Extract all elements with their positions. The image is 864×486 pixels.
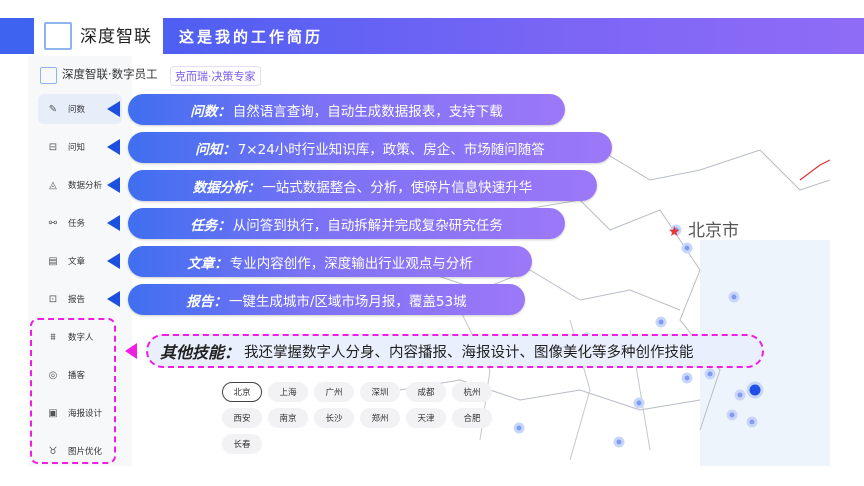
china-map: ★ xyxy=(400,150,830,466)
podcast-icon: ◎ xyxy=(48,369,58,381)
sidebar-item-3[interactable]: ⚯ 任务 xyxy=(38,208,122,238)
map-label-beijing: 北京市 xyxy=(688,221,739,241)
pointer-arrow-icon xyxy=(107,253,120,269)
sidebar-item-label: 播客 xyxy=(68,371,86,381)
magenta-arrow-icon xyxy=(125,343,137,359)
skill-desc: 自然语言查询，自动生成数据报表，支持下载 xyxy=(232,103,503,120)
logo-icon xyxy=(44,22,72,50)
city-chip[interactable]: 郑州 xyxy=(360,408,400,428)
sidebar-item-5[interactable]: ⊡ 报告 xyxy=(38,284,122,314)
pointer-arrow-icon xyxy=(107,177,120,193)
header-accent xyxy=(0,18,34,54)
sidebar-item-label: 图片优化 xyxy=(68,447,103,457)
other-skills-callout: 其他技能： 我还掌握数字人分身、内容播报、海报设计、图像美化等多种创作技能 xyxy=(146,334,764,368)
skill-desc: 一站式数据整合、分析，使碎片信息快速升华 xyxy=(262,179,533,196)
other-skills-title: 其他技能： xyxy=(160,343,241,362)
skill-desc: 7×24小时行业知识库，政策、房企、市场随问随答 xyxy=(237,141,545,158)
sidebar-item-label: 问数 xyxy=(68,105,86,115)
skill-callout: 文章： 专业内容创作，深度输出行业观点与分析 xyxy=(128,246,532,277)
document-icon: ▤ xyxy=(48,255,58,267)
skill-name: 文章： xyxy=(187,255,228,272)
skill-desc: 一键生成城市/区域市场月报，覆盖53城 xyxy=(228,293,467,310)
city-chip[interactable]: 天津 xyxy=(406,408,446,428)
skill-desc: 从问答到执行，自动拆解并完成复杂研究任务 xyxy=(232,217,503,234)
presentation-icon: ⊡ xyxy=(48,293,58,305)
city-chip[interactable]: 长春 xyxy=(222,434,262,454)
city-chip[interactable]: 杭州 xyxy=(452,382,492,402)
skill-name: 任务： xyxy=(190,217,231,234)
skill-desc: 专业内容创作，深度输出行业观点与分析 xyxy=(229,255,473,272)
sidebar-item-label: 数据分析 xyxy=(68,181,103,191)
analysis-icon: ◬ xyxy=(49,179,57,191)
city-chip[interactable]: 北京 xyxy=(222,382,262,402)
sidebar-item-4[interactable]: ▤ 文章 xyxy=(38,246,122,276)
city-chip[interactable]: 南京 xyxy=(268,408,308,428)
sidebar-item-2[interactable]: ◬ 数据分析 xyxy=(38,170,122,200)
skill-name: 数据分析： xyxy=(192,179,261,196)
sidebar-item-9[interactable]: ♉ 图片优化 xyxy=(38,436,122,466)
product-logo-icon xyxy=(40,67,57,84)
city-chip[interactable]: 合肥 xyxy=(452,408,492,428)
sidebar-item-7[interactable]: ◎ 播客 xyxy=(38,360,122,390)
pointer-arrow-icon xyxy=(107,291,120,307)
sidebar-item-label: 报告 xyxy=(68,295,86,305)
other-skills-desc: 我还掌握数字人分身、内容播报、海报设计、图像美化等多种创作技能 xyxy=(244,344,694,361)
city-chip[interactable]: 上海 xyxy=(268,382,308,402)
city-chip[interactable]: 成都 xyxy=(406,382,446,402)
city-chip[interactable]: 长沙 xyxy=(314,408,354,428)
image-enhance-icon: ♉ xyxy=(48,445,58,457)
sidebar-item-label: 海报设计 xyxy=(68,409,103,419)
sidebar-item-label: 数字人 xyxy=(68,333,94,343)
flow-icon: ⚯ xyxy=(48,217,58,229)
brand-name: 深度智联 xyxy=(80,27,152,47)
sidebar-item-label: 文章 xyxy=(68,257,86,267)
skill-name: 问数： xyxy=(190,103,231,120)
brand-logo-area xyxy=(34,18,163,54)
skill-callout: 问数： 自然语言查询，自动生成数据报表，支持下载 xyxy=(128,94,565,125)
skill-name: 报告： xyxy=(186,293,227,310)
skill-name: 问知： xyxy=(195,141,236,158)
skill-callout: 任务： 从问答到执行，自动拆解并完成复杂研究任务 xyxy=(128,208,565,239)
city-chip[interactable]: 深圳 xyxy=(360,382,400,402)
other-skills-highlight xyxy=(30,318,116,464)
chart-edit-icon: ✎ xyxy=(48,103,58,115)
city-chip[interactable]: 西安 xyxy=(222,408,262,428)
book-icon: ⊟ xyxy=(48,141,58,153)
sidebar-item-label: 任务 xyxy=(68,219,86,229)
capital-star-icon: ★ xyxy=(668,224,681,240)
sidebar-item-8[interactable]: ▣ 海报设计 xyxy=(38,398,122,428)
city-chip[interactable]: 广州 xyxy=(314,382,354,402)
product-name: 深度智联·数字员工 xyxy=(62,67,158,81)
city-markers xyxy=(513,224,764,448)
digital-human-icon: ⩩ xyxy=(50,331,56,343)
sidebar-item-label: 问知 xyxy=(68,143,86,153)
sidebar-item-1[interactable]: ⊟ 问知 xyxy=(38,132,122,162)
pointer-arrow-icon xyxy=(107,101,120,117)
poster-icon: ▣ xyxy=(48,407,58,419)
skill-callout: 问知： 7×24小时行业知识库，政策、房企、市场随问随答 xyxy=(128,132,612,163)
pointer-arrow-icon xyxy=(107,215,120,231)
page-title: 这是我的工作简历 xyxy=(163,18,864,54)
pointer-arrow-icon xyxy=(107,139,120,155)
skill-callout: 报告： 一键生成城市/区域市场月报，覆盖53城 xyxy=(128,284,525,315)
sidebar-item-6[interactable]: ⩩ 数字人 xyxy=(38,322,122,352)
skill-callout: 数据分析： 一站式数据整合、分析，使碎片信息快速升华 xyxy=(128,170,597,201)
role-tag: 克而瑞·决策专家 xyxy=(170,66,261,86)
